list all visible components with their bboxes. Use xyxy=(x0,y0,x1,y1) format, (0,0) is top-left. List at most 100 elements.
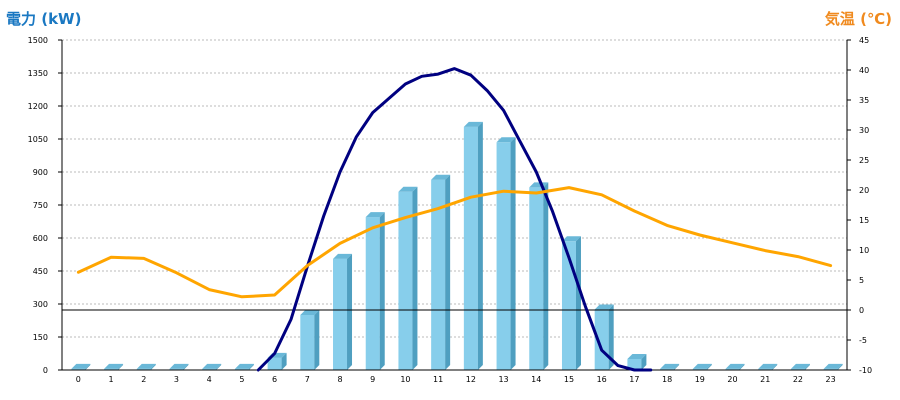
bar xyxy=(300,310,320,370)
x-tick-label: 21 xyxy=(760,375,770,384)
bar-front xyxy=(660,368,675,370)
bar-top xyxy=(594,304,614,310)
right-tick-label: -5 xyxy=(859,336,867,345)
bar xyxy=(463,121,483,371)
bar-side xyxy=(608,304,614,370)
right-tick-label: 45 xyxy=(859,36,869,45)
bar-top xyxy=(169,363,189,369)
bar-side xyxy=(706,363,712,370)
bar-side xyxy=(412,186,418,370)
right-tick-label: 20 xyxy=(859,186,869,195)
bar-side xyxy=(674,363,680,370)
bar xyxy=(758,363,778,370)
left-tick-label: 450 xyxy=(33,267,48,276)
x-tick-label: 19 xyxy=(695,375,705,384)
bar-front xyxy=(529,187,544,370)
bar-top xyxy=(692,363,712,369)
bar xyxy=(104,363,124,370)
right-tick-label: -10 xyxy=(859,366,872,375)
bar-top xyxy=(823,363,843,369)
power-line xyxy=(256,67,653,372)
bar-top xyxy=(561,236,581,242)
bar-side xyxy=(510,137,516,370)
bar-front xyxy=(561,241,576,370)
bar-side xyxy=(477,121,483,371)
bar-front xyxy=(365,217,380,370)
bar-top xyxy=(496,137,516,143)
bar xyxy=(136,363,156,370)
bar-top xyxy=(725,363,745,369)
left-tick-label: 300 xyxy=(33,300,48,309)
bar xyxy=(496,137,516,370)
bar-side xyxy=(85,363,91,370)
bar-side xyxy=(347,253,353,370)
bar-front xyxy=(463,126,478,371)
x-tick-label: 7 xyxy=(305,375,310,384)
bar xyxy=(529,182,549,370)
bar-top xyxy=(300,310,320,315)
bar-top xyxy=(71,363,91,369)
bar xyxy=(234,363,254,370)
bar-side xyxy=(216,363,222,370)
bar xyxy=(660,363,680,370)
x-tick-label: 20 xyxy=(727,375,737,384)
right-tick-label: 0 xyxy=(859,306,864,315)
bar xyxy=(790,363,810,370)
bar-front xyxy=(202,368,217,370)
left-tick-label: 1350 xyxy=(28,69,48,78)
right-tick-label: 15 xyxy=(859,216,869,225)
bar-front xyxy=(725,368,740,370)
bar xyxy=(561,236,581,370)
bar-front xyxy=(136,368,151,370)
bar-front xyxy=(758,368,773,370)
bar-front xyxy=(333,258,348,370)
x-tick-label: 5 xyxy=(239,375,244,384)
bar xyxy=(169,363,189,370)
left-tick-label: 1500 xyxy=(28,36,48,45)
bar-side xyxy=(772,363,778,370)
bar-side xyxy=(150,363,156,370)
x-tick-label: 14 xyxy=(531,375,541,384)
left-tick-label: 0 xyxy=(43,366,48,375)
x-tick-label: 0 xyxy=(76,375,81,384)
grid-layer xyxy=(62,39,847,338)
x-tick-label: 3 xyxy=(174,375,179,384)
bar-front xyxy=(823,368,838,370)
bar-side xyxy=(314,310,320,370)
bar xyxy=(71,363,91,370)
bar-top xyxy=(790,363,810,369)
bar-top xyxy=(431,174,451,180)
bar xyxy=(627,354,647,370)
bar-top xyxy=(104,363,124,369)
bar-top xyxy=(463,121,483,127)
x-tick-label: 10 xyxy=(400,375,410,384)
bar-side xyxy=(739,363,745,370)
bar-side xyxy=(379,212,385,370)
axis-layer xyxy=(58,39,851,371)
right-tick-label: 25 xyxy=(859,156,869,165)
bar-side xyxy=(543,182,549,370)
bar-front xyxy=(267,357,282,370)
bar-front xyxy=(71,368,86,370)
x-tick-label: 8 xyxy=(337,375,342,384)
bar xyxy=(267,352,287,370)
left-tick-label: 150 xyxy=(33,333,48,342)
x-tick-label: 1 xyxy=(109,375,114,384)
bar-front xyxy=(300,315,315,370)
x-tick-label: 6 xyxy=(272,375,277,384)
bar xyxy=(333,253,353,370)
bar xyxy=(365,212,385,370)
bar-top xyxy=(398,186,418,192)
right-tick-label: 40 xyxy=(859,66,869,75)
bar-top xyxy=(234,363,254,369)
bar-top xyxy=(627,354,647,359)
x-tick-label: 12 xyxy=(466,375,476,384)
bar xyxy=(725,363,745,370)
x-tick-label: 17 xyxy=(629,375,639,384)
bar-front xyxy=(169,368,184,370)
right-tick-label: 5 xyxy=(859,276,864,285)
temperature-line xyxy=(76,186,833,299)
right-tick-label: 30 xyxy=(859,126,869,135)
bar xyxy=(398,186,418,370)
